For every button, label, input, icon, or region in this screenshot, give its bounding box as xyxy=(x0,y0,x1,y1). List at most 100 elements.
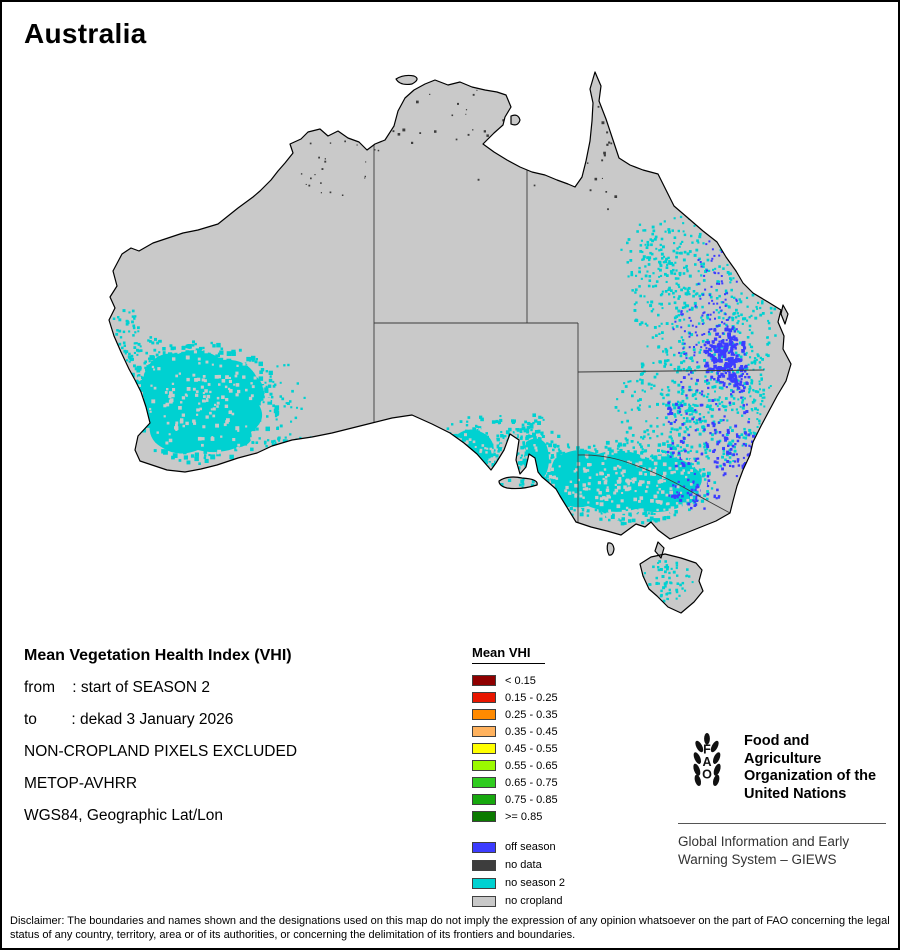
map-speckle xyxy=(182,428,185,431)
map-speckle xyxy=(706,404,709,407)
map-speckle xyxy=(752,389,755,392)
map-speckle xyxy=(729,376,732,379)
map-speckle xyxy=(730,394,734,398)
map-speckle xyxy=(596,483,600,488)
map-speckle xyxy=(384,125,386,127)
map-speckle xyxy=(285,402,288,405)
map-speckle xyxy=(715,380,719,384)
map-speckle xyxy=(685,426,688,429)
map-speckle xyxy=(605,450,610,455)
map-speckle xyxy=(648,405,651,408)
map-speckle xyxy=(602,465,606,469)
map-speckle xyxy=(663,220,666,223)
map-speckle xyxy=(657,345,661,349)
map-speckle xyxy=(731,326,735,329)
map-speckle xyxy=(724,438,727,442)
map-speckle xyxy=(158,407,162,412)
map-speckle xyxy=(204,458,209,463)
map-speckle xyxy=(688,385,692,389)
map-speckle xyxy=(723,382,726,385)
legend-swatch xyxy=(472,877,496,889)
map-speckle xyxy=(739,341,742,345)
map-speckle xyxy=(658,599,661,602)
map-speckle xyxy=(542,486,545,489)
map-speckle xyxy=(680,471,684,475)
map-speckle xyxy=(565,476,569,480)
map-speckle xyxy=(237,429,240,432)
map-speckle xyxy=(666,450,670,454)
map-speckle xyxy=(686,310,689,313)
map-speckle xyxy=(703,419,707,423)
map-speckle xyxy=(705,369,710,374)
map-speckle xyxy=(555,458,559,462)
map-speckle xyxy=(722,474,725,477)
map-speckle xyxy=(728,273,731,276)
map-speckle xyxy=(677,283,680,287)
map-speckle xyxy=(209,411,212,415)
map-speckle xyxy=(721,455,724,459)
map-speckle xyxy=(223,382,226,386)
map-speckle xyxy=(748,316,751,319)
map-speckle xyxy=(731,253,735,256)
map-speckle xyxy=(553,475,556,478)
map-speckle xyxy=(471,454,474,457)
map-speckle xyxy=(536,450,540,453)
map-speckle xyxy=(185,394,188,397)
map-speckle xyxy=(212,395,217,399)
map-speckle xyxy=(658,260,661,264)
map-speckle xyxy=(279,381,282,384)
map-speckle xyxy=(739,358,743,362)
map-speckle xyxy=(545,458,549,461)
map-speckle xyxy=(733,343,737,347)
map-speckle xyxy=(620,471,624,475)
map-speckle xyxy=(557,448,561,451)
map-speckle xyxy=(732,374,735,378)
map-speckle xyxy=(218,387,221,390)
map-speckle xyxy=(683,342,686,345)
map-speckle xyxy=(484,447,487,450)
map-speckle xyxy=(698,351,701,354)
map-speckle xyxy=(482,447,485,450)
map-speckle xyxy=(662,456,666,459)
map-speckle xyxy=(635,274,638,277)
map-speckle xyxy=(419,132,422,134)
map-speckle xyxy=(719,419,723,422)
map-speckle xyxy=(575,470,579,474)
map-speckle xyxy=(723,345,726,348)
map-speckle xyxy=(671,379,674,383)
map-speckle xyxy=(616,398,619,401)
map-speckle xyxy=(711,399,715,402)
map-speckle xyxy=(610,142,613,145)
map-speckle xyxy=(482,425,486,428)
map-speckle xyxy=(740,378,743,381)
map-speckle xyxy=(251,378,255,382)
map-speckle xyxy=(706,314,709,317)
map-speckle xyxy=(635,486,638,489)
map-speckle xyxy=(746,373,749,376)
map-speckle xyxy=(754,390,758,393)
map-speckle xyxy=(720,340,725,344)
map-speckle xyxy=(154,370,157,373)
map-speckle xyxy=(669,435,672,438)
map-speckle xyxy=(651,239,654,243)
map-speckle xyxy=(122,309,126,313)
map-speckle xyxy=(691,241,694,244)
legend-label: 0.35 - 0.45 xyxy=(505,725,558,738)
map-speckle xyxy=(750,361,754,365)
map-speckle xyxy=(628,512,632,516)
map-speckle xyxy=(203,379,207,383)
map-speckle xyxy=(734,443,737,446)
map-speckle xyxy=(630,468,634,472)
map-speckle xyxy=(603,460,607,465)
map-speckle xyxy=(486,447,489,450)
map-speckle xyxy=(691,417,694,421)
map-speckle xyxy=(723,347,726,350)
map-speckle xyxy=(574,452,577,456)
map-speckle xyxy=(329,142,332,144)
map-speckle xyxy=(682,230,685,233)
map-speckle xyxy=(541,469,544,472)
map-speckle xyxy=(713,357,717,361)
map-speckle xyxy=(132,326,136,330)
map-speckle xyxy=(455,451,459,455)
